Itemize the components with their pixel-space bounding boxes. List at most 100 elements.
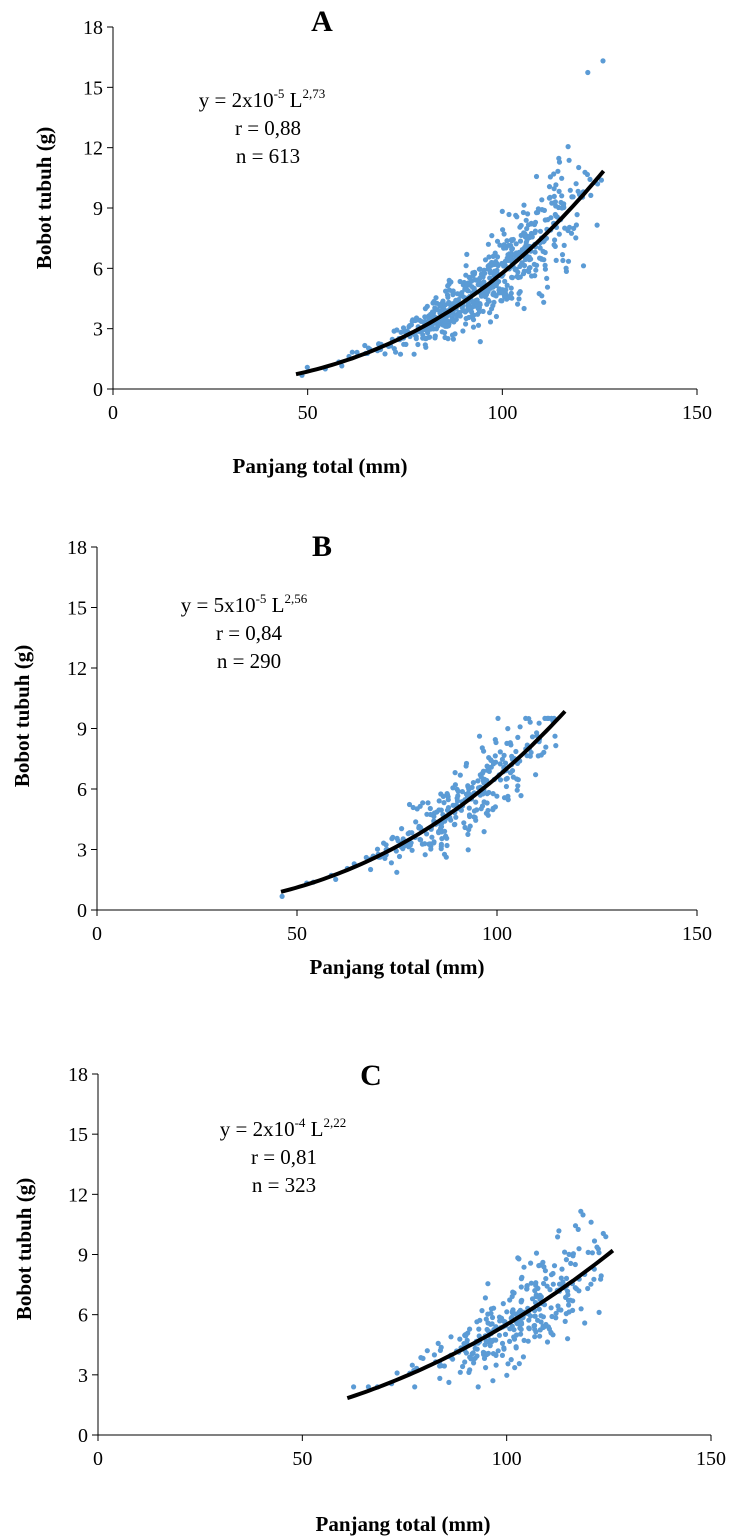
data-point	[515, 1255, 521, 1261]
data-point	[521, 202, 527, 208]
data-point	[551, 193, 557, 199]
data-point	[573, 181, 579, 187]
data-point	[422, 314, 428, 320]
data-point	[552, 237, 558, 243]
data-point	[443, 833, 449, 839]
x-tick-label: 100	[487, 402, 517, 424]
data-point	[567, 187, 573, 193]
data-point	[520, 209, 527, 216]
data-point	[578, 1306, 584, 1312]
data-point	[559, 175, 565, 181]
data-point	[497, 761, 503, 767]
data-point	[450, 336, 456, 342]
data-point	[446, 1379, 452, 1385]
y-tick-label: 3	[78, 1365, 88, 1387]
data-point	[454, 291, 461, 297]
data-point	[451, 311, 457, 317]
data-point	[512, 1365, 518, 1371]
data-point	[487, 1321, 494, 1327]
r-value: r = 0,88	[235, 116, 301, 140]
data-point	[594, 222, 600, 228]
data-point	[518, 793, 524, 799]
data-point	[548, 715, 555, 722]
data-point	[482, 257, 489, 263]
y-tick-label: 0	[78, 1425, 88, 1447]
y-tick-label: 18	[68, 1064, 88, 1086]
data-point	[436, 798, 442, 804]
data-point	[382, 855, 388, 862]
data-point	[480, 791, 486, 797]
data-point	[493, 1337, 499, 1343]
data-point	[509, 753, 515, 760]
data-point	[505, 252, 511, 258]
data-point	[491, 290, 497, 296]
data-point	[442, 334, 448, 341]
y-tick-label: 0	[77, 900, 87, 922]
data-point	[556, 155, 562, 161]
data-point	[438, 791, 444, 797]
data-point	[351, 1384, 357, 1390]
data-point	[455, 793, 461, 799]
x-tick-label: 150	[682, 402, 712, 424]
data-point	[499, 298, 505, 304]
data-point	[513, 212, 519, 218]
data-point	[536, 720, 542, 726]
data-point	[544, 1339, 551, 1345]
data-point	[572, 1285, 578, 1291]
data-point	[475, 322, 482, 328]
data-point	[483, 1365, 489, 1371]
data-point	[524, 1283, 530, 1289]
scatter-points	[279, 715, 559, 900]
data-point	[478, 774, 484, 780]
data-point	[600, 58, 606, 64]
data-point	[509, 1293, 515, 1300]
data-point	[457, 772, 463, 778]
data-point	[492, 753, 498, 759]
data-point	[563, 1311, 569, 1317]
x-tick-label: 0	[108, 402, 118, 424]
data-point	[466, 1369, 472, 1375]
data-point	[420, 335, 426, 341]
data-point	[279, 893, 285, 900]
data-point	[578, 1208, 584, 1214]
data-point	[434, 300, 440, 306]
data-point	[304, 364, 310, 370]
data-point	[507, 1338, 513, 1344]
data-point	[534, 262, 540, 268]
data-point	[396, 853, 403, 860]
data-point	[488, 1306, 494, 1312]
data-point	[472, 277, 478, 283]
data-point	[573, 235, 579, 241]
data-point	[509, 238, 515, 244]
data-point	[501, 795, 508, 801]
data-point	[523, 715, 529, 722]
data-point	[501, 752, 507, 759]
data-point	[395, 838, 401, 844]
data-point	[416, 825, 422, 831]
data-point	[513, 748, 519, 755]
data-point	[474, 297, 480, 303]
data-point	[466, 791, 472, 797]
data-point	[591, 1276, 597, 1282]
data-point	[518, 1326, 524, 1332]
data-point	[588, 192, 594, 198]
data-point	[513, 241, 519, 247]
data-point	[409, 1362, 415, 1368]
data-point	[595, 1246, 601, 1252]
data-point	[393, 349, 399, 355]
data-point	[544, 1283, 550, 1289]
data-point	[527, 1313, 534, 1319]
data-point	[572, 1223, 579, 1229]
data-point	[493, 313, 499, 320]
data-point	[503, 783, 509, 790]
data-point	[559, 193, 565, 199]
data-point	[563, 265, 569, 271]
data-point	[549, 1313, 555, 1320]
data-point	[476, 1333, 482, 1339]
data-point	[500, 1301, 506, 1307]
data-point	[566, 1302, 572, 1308]
data-point	[585, 69, 591, 76]
data-point	[550, 1281, 556, 1287]
data-point	[409, 847, 415, 853]
